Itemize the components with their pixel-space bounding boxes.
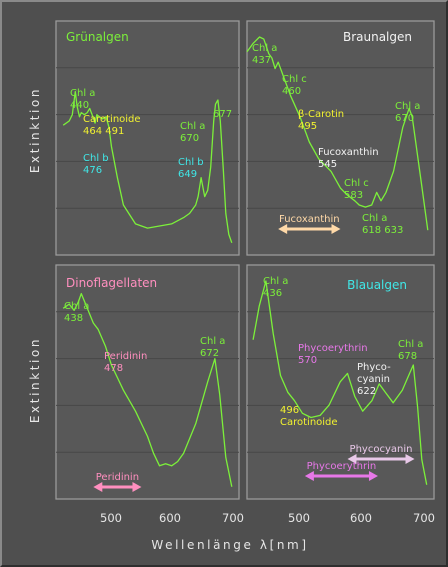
x-tick-label: 700 — [222, 511, 244, 525]
panel-blaualgen: Blaualgen Chl a 436 Phycoerythrin 570Phyco-c… — [246, 264, 435, 500]
peak-label: Chl c 460 — [282, 74, 307, 97]
peak-label: Chl b 649 — [178, 157, 204, 180]
peak-label: Chl a 672 — [200, 336, 225, 359]
panel-frame — [246, 20, 435, 256]
peak-label: Chl a 670 — [395, 101, 420, 124]
peak-label: Chl a 436 — [263, 276, 288, 299]
peak-label: Phyco-cyanin 622 — [357, 362, 391, 397]
band-label: Phycocyanin — [350, 444, 413, 455]
y-axis-label-bottom: Extinktion — [28, 337, 42, 423]
x-axis-label: Wellenlänge λ[nm] — [151, 538, 308, 552]
peak-label: Chl b 476 — [83, 153, 109, 176]
y-axis-label-top: Extinktion — [28, 87, 42, 173]
spectrum-line-dinoflagellaten — [62, 292, 233, 487]
panel-title: Grünalgen — [66, 30, 129, 44]
peak-label: Chl a 437 — [252, 43, 277, 66]
x-tick-label: 500 — [288, 511, 310, 525]
peak-label: Chl a 618 633 — [362, 213, 403, 236]
panel-gruenalgen: Grünalgen Chl a 440 Carotinoide 464 491 Chl b… — [55, 20, 240, 256]
band-arrow: Phycocyanin — [347, 444, 415, 464]
peak-label: Carotinoide 464 491 — [83, 114, 141, 137]
panel-title: Dinoflagellaten — [66, 276, 157, 290]
x-tick-label: 700 — [413, 511, 435, 525]
peak-label: Chl a 678 — [398, 339, 423, 362]
band-label: Phycoerythrin — [307, 461, 377, 472]
peak-label: β-Carotin 495 — [298, 109, 344, 132]
band-arrow: Phycoerythrin — [304, 461, 378, 481]
panel-frame — [55, 20, 240, 256]
panel-dinoflagellaten: Dinoflagellaten Chl a 438 Peridinin 478 Chl a… — [55, 264, 240, 500]
band-label: Peridinin — [96, 472, 139, 483]
spectrum-line-gruenalgen — [62, 90, 233, 244]
panel-title: Blaualgen — [347, 278, 407, 292]
peak-label: Chl a 670 — [180, 121, 205, 144]
peak-label: 677 — [213, 109, 232, 120]
peak-label: Peridinin 478 — [104, 351, 147, 374]
x-tick-labels: 500 600 700 500 600 700 — [100, 511, 435, 525]
peak-label: Chl a 440 — [70, 88, 95, 111]
panel-title: Braunalgen — [343, 30, 412, 44]
peak-label: Chl a 438 — [64, 301, 89, 324]
peak-label: Phycoerythrin 570 — [298, 343, 368, 366]
peak-label: 496 Carotinoide — [280, 405, 338, 428]
x-tick-label: 500 — [100, 511, 122, 525]
band-arrow: Fucoxanthin — [278, 214, 341, 234]
spectrum-line-braunalgen — [246, 36, 429, 231]
x-tick-label: 600 — [350, 511, 372, 525]
panel-frame — [55, 264, 240, 500]
spectrum-line-blaualgen — [252, 280, 428, 485]
peak-label: Chl c 583 — [344, 178, 369, 201]
band-arrow: Peridinin — [93, 472, 142, 492]
band-label: Fucoxanthin — [279, 214, 340, 225]
x-tick-label: 600 — [159, 511, 181, 525]
peak-label: Fucoxanthin 545 — [318, 147, 379, 170]
